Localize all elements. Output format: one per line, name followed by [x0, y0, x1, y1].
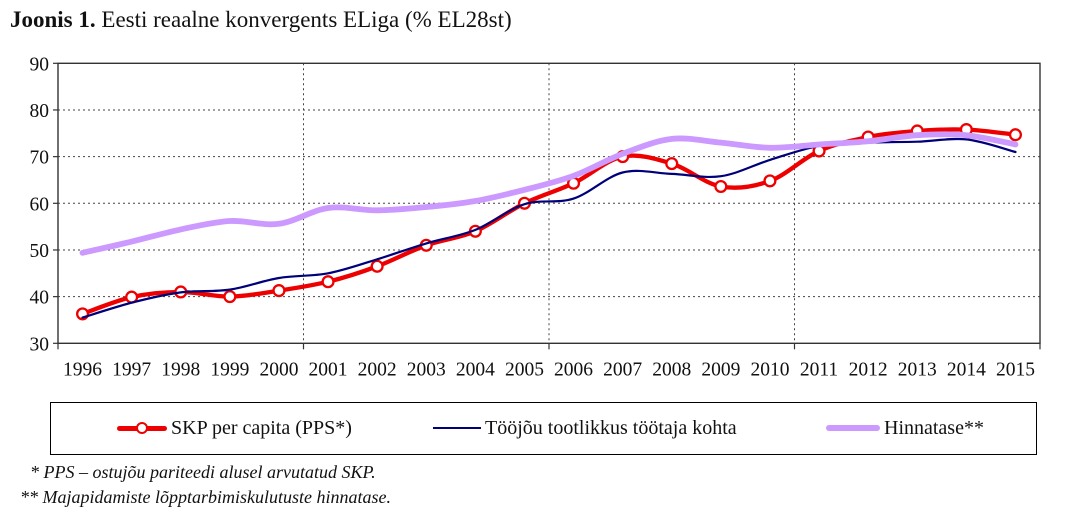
x-axis-label: 2000	[259, 359, 298, 380]
legend: SKP per capita (PPS*) Tööjõu tootlikkus …	[50, 402, 1037, 455]
x-axis-label: 1996	[63, 359, 102, 380]
toojou-line-swatch-icon	[433, 426, 481, 430]
chart-title-number: Joonis 1.	[10, 7, 96, 32]
hinnatase-line-swatch-icon	[826, 425, 880, 431]
skp-marker-icon	[136, 422, 148, 434]
x-axis-label: 2012	[849, 359, 888, 380]
x-axis-label: 2013	[898, 359, 937, 380]
x-axis-label: 2011	[800, 359, 838, 380]
y-axis-label: 90	[30, 54, 50, 75]
series-0-marker	[223, 290, 237, 304]
series-0-marker	[321, 275, 335, 289]
x-axis-label: 1998	[161, 359, 200, 380]
y-axis-label: 80	[30, 101, 50, 122]
legend-item-toojou: Tööjõu tootlikkus töötaja kohta	[433, 403, 737, 453]
series-0-marker	[714, 179, 728, 194]
y-axis-label: 30	[30, 334, 50, 355]
x-axis-label: 2008	[652, 359, 691, 380]
legend-label-skp: SKP per capita (PPS*)	[171, 416, 352, 439]
x-axis-label: 2001	[309, 359, 348, 380]
y-axis-label: 40	[30, 288, 50, 309]
series-line-2	[79, 131, 1019, 256]
y-axis-label: 50	[30, 241, 50, 262]
series-0-marker	[665, 157, 679, 171]
x-axis-label: 1997	[112, 359, 151, 380]
x-axis-label: 2005	[505, 359, 544, 380]
series-line-1	[81, 137, 1017, 319]
x-axis-label: 2006	[554, 359, 593, 380]
chart-title-text: Eesti reaalne konvergents ELiga (% EL28s…	[95, 7, 512, 32]
legend-item-skp: SKP per capita (PPS*)	[117, 403, 352, 453]
x-axis-label: 2003	[407, 359, 446, 380]
legend-label-toojou: Tööjõu tootlikkus töötaja kohta	[485, 416, 737, 439]
legend-item-hinnatase: Hinnatase**	[826, 403, 984, 453]
legend-label-hinnatase: Hinnatase**	[884, 416, 984, 439]
x-axis-label: 2014	[947, 359, 986, 380]
chart-title: Joonis 1. Eesti reaalne konvergents ELig…	[10, 6, 512, 34]
skp-line-swatch-icon	[117, 422, 167, 434]
series-0-marker	[763, 174, 777, 188]
x-axis-label: 1999	[210, 359, 249, 380]
series-0-marker	[272, 284, 286, 298]
x-axis-label: 2007	[603, 359, 642, 380]
x-axis-label: 2004	[456, 359, 495, 380]
x-axis-label: 2002	[358, 359, 397, 380]
x-axis-label: 2015	[996, 359, 1035, 380]
y-axis-label: 60	[30, 194, 50, 215]
x-axis-label: 2009	[701, 359, 740, 380]
footnote-hinnatase: ** Majapidamiste lõpptarbimiskulutuste h…	[20, 487, 391, 507]
series-0-marker	[370, 259, 384, 273]
y-axis-label: 70	[30, 148, 50, 169]
x-axis-label: 2010	[750, 359, 789, 380]
series-0-marker	[1008, 128, 1022, 142]
footnote-pps: * PPS – ostujõu pariteedi alusel arvutat…	[30, 462, 376, 482]
